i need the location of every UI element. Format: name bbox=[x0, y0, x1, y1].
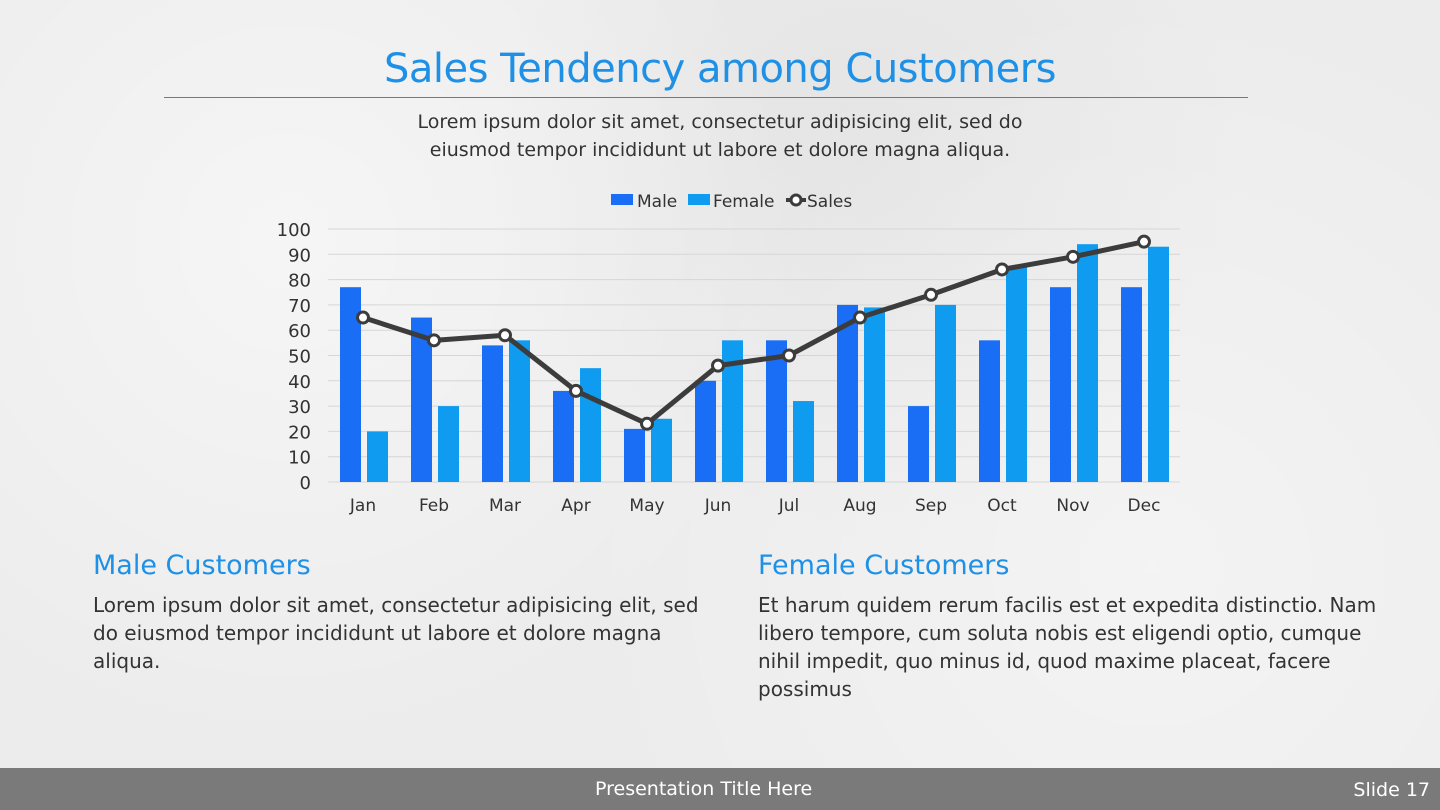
sales-point bbox=[1066, 249, 1080, 264]
sales-point bbox=[995, 262, 1009, 277]
bar-male bbox=[482, 345, 503, 482]
sales-point bbox=[427, 333, 441, 348]
subtitle-line-2: eiusmod tempor incididunt ut labore et d… bbox=[429, 139, 1011, 161]
sales-point bbox=[853, 310, 867, 325]
legend-sales-marker bbox=[789, 193, 803, 207]
bar-male bbox=[695, 380, 716, 482]
footer-slide-number: Slide 17 bbox=[1353, 779, 1430, 801]
bar-female bbox=[509, 340, 530, 482]
bar-female bbox=[580, 368, 601, 482]
legend-female-label: Female bbox=[713, 192, 774, 212]
y-tick-label: 20 bbox=[288, 422, 311, 443]
y-tick-label: 90 bbox=[288, 245, 311, 266]
bar-female bbox=[864, 307, 885, 482]
bar-male bbox=[1121, 287, 1142, 482]
bar-male bbox=[979, 340, 1000, 482]
legend-female-swatch bbox=[688, 194, 710, 205]
bar-male bbox=[411, 317, 432, 482]
subtitle-line-1: Lorem ipsum dolor sit amet, consectetur … bbox=[417, 111, 1023, 133]
x-tick-label: Aug bbox=[843, 496, 876, 516]
sales-point bbox=[1137, 234, 1151, 249]
y-tick-label: 40 bbox=[288, 372, 311, 393]
x-tick-label: May bbox=[629, 496, 664, 516]
y-tick-label: 0 bbox=[300, 473, 311, 494]
bar-male bbox=[624, 428, 645, 482]
female-customers-text: Et harum quidem rerum facilis est et exp… bbox=[758, 593, 1377, 701]
sales-line bbox=[362, 239, 1145, 427]
bar-male bbox=[1050, 287, 1071, 482]
x-tick-label: Dec bbox=[1128, 496, 1161, 516]
x-tick-label: Jul bbox=[778, 496, 800, 516]
bar-female bbox=[1148, 246, 1169, 482]
y-tick-label: 80 bbox=[288, 271, 311, 292]
bar-male bbox=[908, 406, 929, 482]
bar-male bbox=[553, 390, 574, 482]
x-tick-label: Oct bbox=[987, 496, 1017, 516]
legend-male-label: Male bbox=[637, 192, 677, 212]
bar-female bbox=[722, 340, 743, 482]
slide-title: Sales Tendency among Customers bbox=[383, 46, 1057, 92]
sales-point bbox=[782, 348, 796, 363]
sales-point bbox=[640, 416, 654, 431]
bar-male bbox=[340, 287, 361, 482]
sales-point bbox=[569, 383, 583, 398]
title-divider bbox=[164, 97, 1248, 98]
bar-female bbox=[935, 304, 956, 482]
male-customers-text: Lorem ipsum dolor sit amet, consectetur … bbox=[93, 593, 699, 673]
bar-male bbox=[766, 340, 787, 482]
male-customers-heading: Male Customers bbox=[93, 550, 311, 581]
y-tick-label: 70 bbox=[288, 296, 311, 317]
sales-point bbox=[711, 358, 725, 373]
x-tick-label: Mar bbox=[489, 496, 521, 516]
slide-subtitle: Lorem ipsum dolor sit amet, consectetur … bbox=[0, 108, 1440, 164]
bar-male bbox=[837, 304, 858, 482]
x-tick-label: Jan bbox=[349, 496, 376, 516]
sales-point bbox=[924, 287, 938, 302]
bar-female bbox=[651, 418, 672, 482]
footer-bar: Presentation Title Here Slide 17 bbox=[0, 768, 1440, 810]
legend-sales-label: Sales bbox=[807, 192, 852, 212]
x-tick-label: Apr bbox=[561, 496, 590, 516]
sales-point bbox=[498, 328, 512, 343]
x-tick-label: Sep bbox=[915, 496, 947, 516]
bar-female bbox=[438, 406, 459, 482]
female-customers-heading: Female Customers bbox=[758, 550, 1010, 581]
y-tick-label: 100 bbox=[277, 220, 311, 241]
footer-presentation-title: Presentation Title Here bbox=[595, 778, 813, 800]
bar-female bbox=[1006, 266, 1027, 482]
bar-female bbox=[1077, 244, 1098, 482]
y-tick-label: 60 bbox=[288, 321, 311, 342]
y-tick-label: 10 bbox=[288, 448, 311, 469]
y-tick-label: 30 bbox=[288, 397, 311, 418]
x-tick-label: Nov bbox=[1056, 496, 1089, 516]
x-tick-label: Feb bbox=[419, 496, 449, 516]
x-tick-label: Jun bbox=[704, 496, 732, 516]
y-tick-label: 50 bbox=[288, 347, 311, 368]
bar-female bbox=[367, 431, 388, 482]
legend-male-swatch bbox=[611, 194, 633, 205]
sales-point bbox=[356, 310, 370, 325]
bar-female bbox=[793, 401, 814, 482]
